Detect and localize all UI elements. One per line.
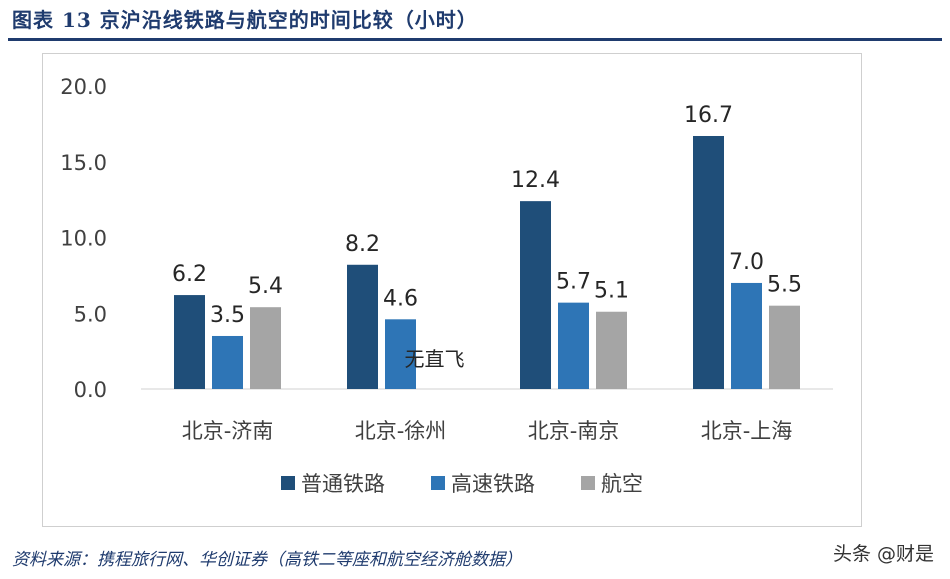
bar <box>212 335 243 389</box>
data-label: 5.1 <box>594 279 629 304</box>
bar <box>347 264 378 389</box>
watermark: 头条 @财是 <box>832 543 934 565</box>
y-tick-label: 15.0 <box>60 151 107 175</box>
chart-container: 0.0 5.0 10.0 15.0 20.0 6.2 3.5 5.4 北京-济南 8.2 4.6 无直… <box>42 53 862 527</box>
bar <box>558 302 589 389</box>
data-label: 12.4 <box>511 168 560 193</box>
bar <box>250 307 281 389</box>
data-label: 4.6 <box>383 286 418 311</box>
bar <box>731 282 762 389</box>
data-label: 5.4 <box>248 274 283 299</box>
bar <box>596 311 627 389</box>
data-label: 5.7 <box>556 270 591 295</box>
legend-label: 普通铁路 <box>301 472 385 496</box>
data-label: 5.5 <box>767 273 802 298</box>
x-tick-label: 北京-南京 <box>528 419 620 443</box>
legend-label: 高速铁路 <box>451 472 535 496</box>
data-label: 6.2 <box>172 262 207 287</box>
bar <box>693 135 724 389</box>
legend-swatch <box>431 476 445 490</box>
title-divider <box>8 38 942 41</box>
bar-chart: 0.0 5.0 10.0 15.0 20.0 6.23.55.4 北京-济南 8.2 4.6 无直… <box>60 75 833 496</box>
x-tick-label: 北京-上海 <box>701 419 793 443</box>
legend-swatch <box>281 476 295 490</box>
bar <box>174 295 205 389</box>
y-tick-label: 5.0 <box>74 302 107 326</box>
x-tick-label: 北京-徐州 <box>355 419 447 443</box>
y-tick-label: 0.0 <box>74 378 107 402</box>
figure-title: 图表 13 京沪沿线铁路与航空的时间比较（小时） <box>12 8 478 32</box>
no-direct-flight-annotation: 无直飞 <box>405 347 465 371</box>
bar <box>769 305 800 389</box>
data-label: 8.2 <box>345 232 380 257</box>
data-label: 7.0 <box>729 250 764 275</box>
x-tick-label: 北京-济南 <box>182 419 274 443</box>
bar <box>385 319 416 389</box>
bar <box>520 201 551 389</box>
source-note: 资料来源：携程旅行网、华创证券（高铁二等座和航空经济舱数据） <box>12 550 522 570</box>
data-label: 16.7 <box>684 103 733 128</box>
legend-label: 航空 <box>601 472 643 496</box>
y-tick-label: 20.0 <box>60 75 107 99</box>
data-label: 3.5 <box>210 303 245 328</box>
y-tick-label: 10.0 <box>60 227 107 251</box>
legend-swatch <box>581 476 595 490</box>
